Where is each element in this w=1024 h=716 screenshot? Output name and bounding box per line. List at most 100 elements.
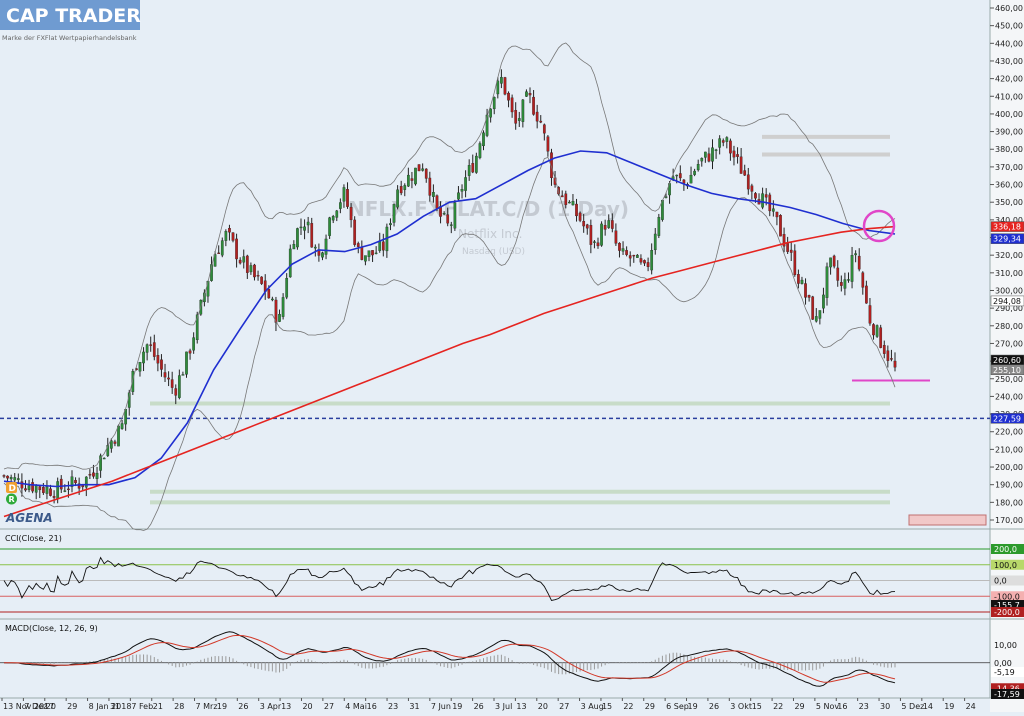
candle	[847, 279, 850, 281]
candle	[732, 150, 736, 158]
candle	[843, 279, 847, 289]
y-tick-label: 400,00	[995, 110, 1023, 119]
macd-panel-bg	[0, 620, 990, 698]
candle	[249, 265, 253, 273]
candle	[603, 225, 607, 230]
y-tick-label: 460,00	[995, 4, 1023, 13]
x-tick-label: 26	[709, 702, 719, 711]
cci-panel-bg	[0, 530, 990, 618]
candle	[707, 153, 711, 162]
y-tick-label: 350,00	[995, 198, 1023, 207]
candle	[643, 260, 646, 264]
macd-tick-label: 0,00	[994, 659, 1012, 668]
candle	[49, 488, 52, 496]
candle	[628, 255, 632, 259]
candle	[560, 195, 564, 198]
axis-layer: 460,00 450,00 440,00 430,00 420,00 410,00 400,…	[1, 4, 1024, 711]
x-tick-label: 20	[302, 702, 312, 711]
candle	[825, 266, 829, 298]
candle	[235, 238, 238, 260]
candle	[482, 132, 485, 147]
candle	[797, 274, 800, 284]
x-tick-label: 26	[474, 702, 484, 711]
candle	[800, 279, 804, 284]
candle	[267, 289, 271, 299]
candle	[228, 228, 231, 233]
cci-tick-label: -200,0	[994, 608, 1020, 617]
candle	[432, 192, 435, 197]
candle	[746, 174, 750, 190]
watermark-title: NFLX.FXFLAT.C/D (1 Day)	[348, 197, 629, 221]
candle	[271, 298, 274, 301]
x-tick-label: 22	[623, 702, 633, 711]
candle	[203, 292, 206, 303]
price-label-bg	[990, 413, 1024, 424]
candle	[675, 174, 679, 177]
candle	[188, 350, 192, 354]
candle	[725, 137, 729, 142]
y-tick-label: 370,00	[995, 163, 1023, 172]
candle	[163, 372, 167, 378]
candle	[446, 214, 450, 224]
refresh-icon[interactable]: R	[6, 493, 17, 505]
candle	[92, 472, 95, 477]
candle	[160, 359, 163, 370]
candle	[27, 485, 31, 490]
candle	[242, 256, 246, 263]
candle	[342, 187, 346, 202]
y-tick-label: 450,00	[995, 22, 1023, 31]
candle	[99, 455, 102, 471]
candle	[217, 252, 221, 255]
watermark-exchange: Nasdaq (USD)	[462, 247, 525, 257]
candle	[20, 481, 24, 489]
candle	[593, 241, 596, 243]
x-tick-label: 7 Jun	[431, 702, 451, 711]
cci-tick-bg	[991, 600, 1024, 611]
candle	[410, 178, 414, 181]
candle	[693, 170, 696, 175]
candle	[349, 206, 353, 221]
candle	[449, 224, 453, 226]
price-label: 260,60	[993, 356, 1021, 365]
y-tick-label: 420,00	[995, 75, 1023, 84]
candle	[396, 189, 399, 208]
candle	[539, 120, 543, 123]
candle	[503, 77, 507, 95]
sma200-line	[3, 225, 896, 518]
candle	[378, 240, 382, 251]
candle	[703, 151, 707, 158]
candle	[471, 163, 475, 173]
candle	[381, 241, 385, 251]
x-tick-label: 29	[794, 702, 804, 711]
candle	[542, 124, 546, 134]
scrollbar-thumb[interactable]	[908, 514, 987, 526]
price-label: 329,34	[993, 235, 1021, 244]
candle	[339, 202, 342, 209]
candle	[632, 254, 636, 257]
daily-icon[interactable]: D	[6, 482, 17, 494]
candle	[167, 377, 170, 380]
x-tick-label: 19	[944, 702, 954, 711]
candle	[321, 252, 324, 258]
candle	[9, 477, 13, 480]
price-label-bg	[990, 364, 1024, 376]
candle	[786, 243, 790, 252]
candle	[829, 257, 832, 268]
candle	[771, 208, 775, 212]
candle	[886, 350, 890, 361]
x-tick-label: 6 Sep	[666, 702, 689, 711]
candle	[52, 496, 56, 498]
candle	[260, 276, 263, 284]
candle	[453, 202, 457, 229]
candle	[807, 295, 811, 298]
candle	[514, 110, 518, 124]
candle	[854, 253, 857, 256]
candle	[839, 282, 843, 286]
candle	[500, 77, 503, 84]
candle	[245, 255, 249, 273]
macd-tick-bg	[991, 666, 1024, 677]
candle	[492, 97, 496, 110]
candle	[782, 234, 786, 247]
y-tick-label: 210,00	[995, 445, 1023, 454]
y-tick-label: 180,00	[995, 498, 1023, 507]
